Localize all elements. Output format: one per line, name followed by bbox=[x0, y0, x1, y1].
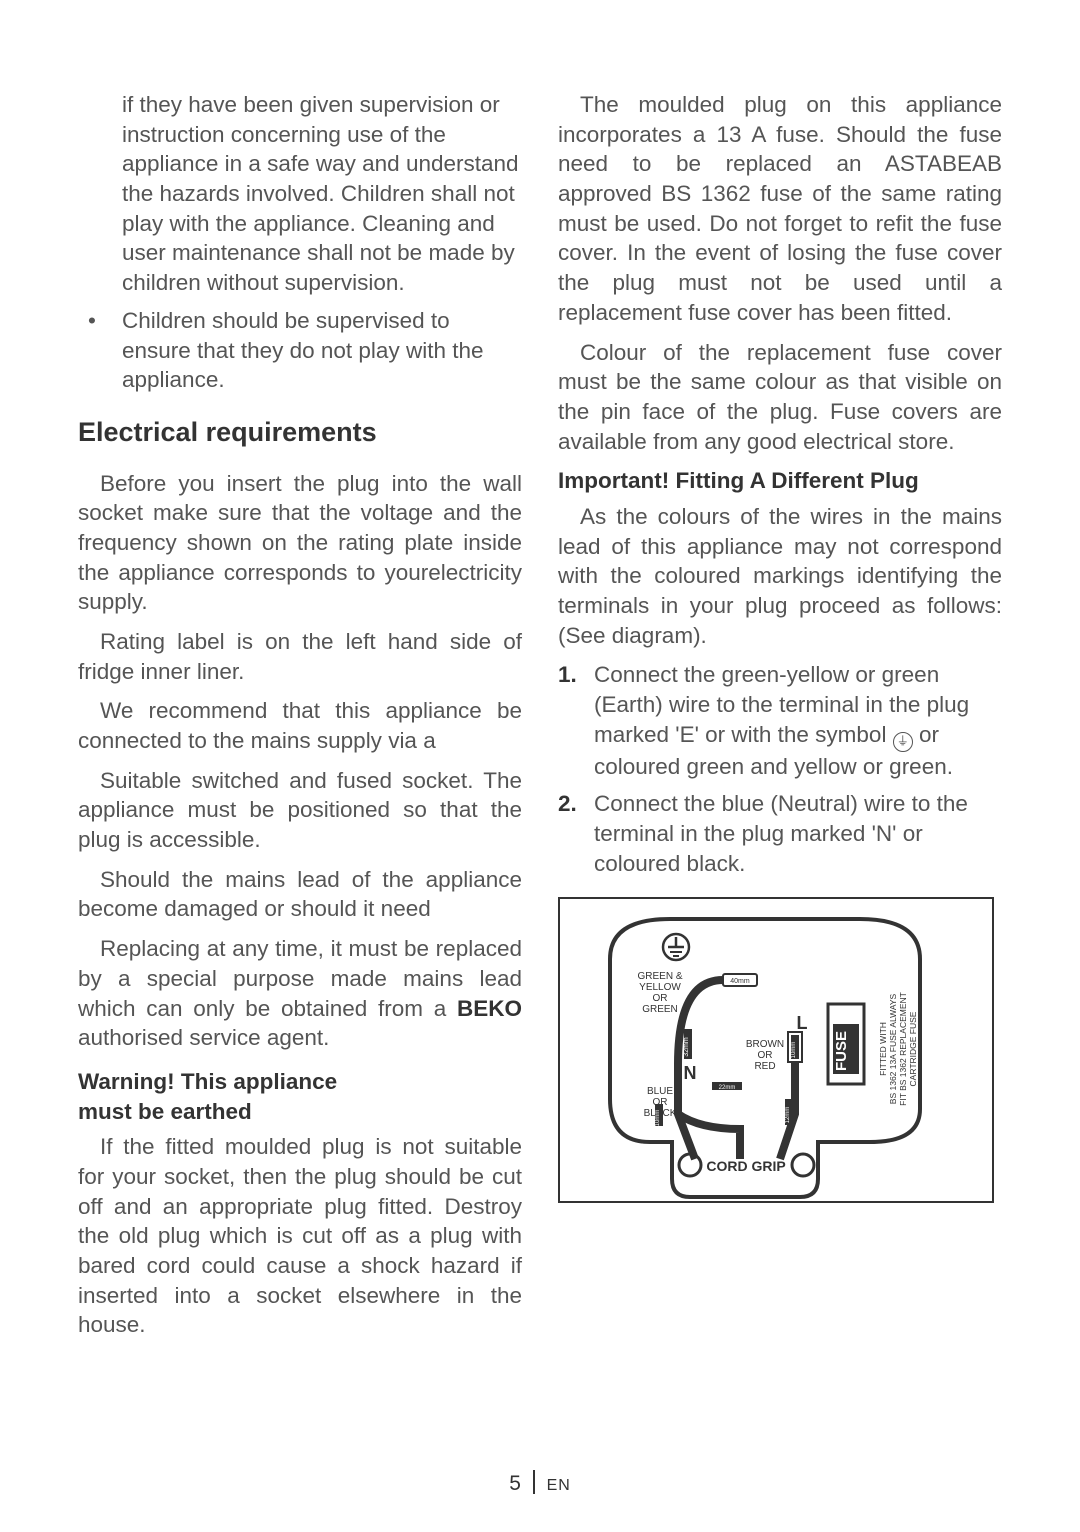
item-1-text: Connect the green-yellow or green (Earth… bbox=[594, 660, 1002, 781]
earth-label-1: GREEN & bbox=[637, 971, 682, 982]
dim-neutral: 22mm bbox=[719, 1085, 736, 1091]
fuse-para-2: Colour of the replacement fuse cover mus… bbox=[558, 338, 1002, 457]
fuse-label: FUSE bbox=[833, 1030, 850, 1070]
dim-earth: 40mm bbox=[730, 978, 750, 985]
live-label-3: RED bbox=[754, 1061, 775, 1072]
dim-n-end: 10mm bbox=[655, 1109, 661, 1126]
beko-brand: BEKO bbox=[457, 996, 522, 1021]
electrical-para-4: Suitable switched and fused socket. The … bbox=[78, 766, 522, 855]
page-number: 5 bbox=[509, 1472, 521, 1495]
earth-symbol-icon: ⏚ bbox=[893, 732, 913, 752]
fuse-para-1: The moulded plug on this appliance incor… bbox=[558, 90, 1002, 328]
live-label-2: OR bbox=[758, 1050, 773, 1061]
cord-grip-left-icon bbox=[679, 1154, 701, 1176]
neutral-letter: N bbox=[684, 1063, 697, 1083]
fuse-side-2: BS 1362 13A FUSE ALWAYS bbox=[888, 993, 898, 1104]
warning-line-1: Warning! This appliance bbox=[78, 1069, 337, 1094]
bullet-dot: • bbox=[78, 306, 122, 395]
para6-part-b: authorised service agent. bbox=[78, 1025, 329, 1050]
live-label-1: BROWN bbox=[746, 1039, 784, 1050]
electrical-para-3: We recommend that this appliance be conn… bbox=[78, 696, 522, 755]
fuse-side-4: CARTRIDGE FUSE bbox=[908, 1011, 918, 1086]
number-1: 1. bbox=[558, 660, 594, 781]
heading-electrical-requirements: Electrical requirements bbox=[78, 415, 522, 451]
fitting-para: As the colours of the wires in the mains… bbox=[558, 502, 1002, 650]
para6-part-a: Replacing at any time, it must be replac… bbox=[78, 936, 522, 1020]
earth-label-4: GREEN bbox=[642, 1004, 678, 1015]
bullet-list-item: • Children should be supervised to ensur… bbox=[78, 306, 522, 395]
electrical-para-1: Before you insert the plug into the wall… bbox=[78, 469, 522, 617]
warning-para: If the fitted moulded plug is not suitab… bbox=[78, 1132, 522, 1340]
page: if they have been given supervision or i… bbox=[0, 0, 1080, 1532]
number-2: 2. bbox=[558, 789, 594, 878]
cord-grip-right-icon bbox=[792, 1154, 814, 1176]
neutral-label-1: BLUE bbox=[647, 1086, 673, 1097]
continued-list-item: if they have been given supervision or i… bbox=[78, 90, 522, 298]
fuse-side-3: FIT BS 1362 REPLACEMENT bbox=[898, 992, 908, 1106]
warning-line-2: must be earthed bbox=[78, 1099, 252, 1124]
diagram-svg: 40mm GREEN & YELLOW OR GREEN 32mm L BROW… bbox=[560, 899, 992, 1201]
dim-l-top: 10mm bbox=[791, 1041, 797, 1058]
earth-label-2: YELLOW bbox=[639, 982, 681, 993]
right-column: The moulded plug on this appliance incor… bbox=[558, 90, 1002, 1350]
item-2-text: Connect the blue (Neutral) wire to the t… bbox=[594, 789, 1002, 878]
dim-l-end: 12mm bbox=[785, 1106, 791, 1123]
page-footer: 5 EN bbox=[0, 1470, 1080, 1496]
electrical-para-2: Rating label is on the left hand side of… bbox=[78, 627, 522, 686]
cord-grip-label: CORD GRIP bbox=[706, 1158, 785, 1174]
numbered-item-1: 1. Connect the green-yellow or green (Ea… bbox=[558, 660, 1002, 781]
bullet-item-text: Children should be supervised to ensure … bbox=[122, 306, 522, 395]
heading-warning: Warning! This appliance must be earthed bbox=[78, 1067, 522, 1126]
heading-important-fitting: Important! Fitting A Different Plug bbox=[558, 466, 1002, 496]
live-letter: L bbox=[797, 1013, 808, 1033]
plug-wiring-diagram: 40mm GREEN & YELLOW OR GREEN 32mm L BROW… bbox=[558, 897, 994, 1203]
electrical-para-6: Replacing at any time, it must be replac… bbox=[78, 934, 522, 1053]
electrical-para-5: Should the mains lead of the appliance b… bbox=[78, 865, 522, 924]
earth-symbol bbox=[663, 934, 689, 960]
earth-label-3: OR bbox=[653, 993, 668, 1004]
bullet-spacer bbox=[78, 90, 122, 298]
dim-gap: 32mm bbox=[683, 1037, 690, 1057]
page-language: EN bbox=[547, 1477, 571, 1494]
fuse-side-1: FITTED WITH bbox=[878, 1022, 888, 1076]
footer-divider bbox=[533, 1470, 535, 1494]
numbered-item-2: 2. Connect the blue (Neutral) wire to th… bbox=[558, 789, 1002, 878]
continued-item-text: if they have been given supervision or i… bbox=[122, 90, 522, 298]
left-column: if they have been given supervision or i… bbox=[78, 90, 522, 1350]
two-column-layout: if they have been given supervision or i… bbox=[78, 90, 1002, 1350]
